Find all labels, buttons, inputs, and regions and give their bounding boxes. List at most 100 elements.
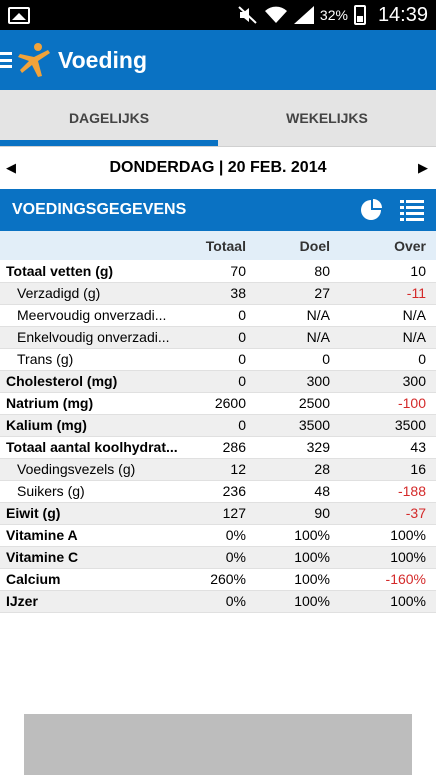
nutrient-over: 0 [340, 348, 436, 371]
current-date: DONDERDAG | 20 FEB. 2014 [109, 159, 327, 176]
signal-icon [293, 6, 314, 24]
nutrient-doel: 28 [256, 458, 340, 481]
wifi-icon [264, 6, 287, 23]
next-day-icon[interactable]: ▶ [417, 160, 428, 175]
pie-chart-icon[interactable] [360, 199, 382, 221]
nutrient-doel: 0 [256, 348, 340, 371]
table-row[interactable]: Eiwit (g) 127 90 -37 [0, 502, 436, 525]
status-bar: 32% 14:39 [0, 0, 436, 30]
column-header-total: Totaal [180, 231, 256, 260]
nutrient-doel: 100% [256, 546, 340, 569]
date-navigator: ◀ DONDERDAG | 20 FEB. 2014 ▶ [0, 147, 436, 189]
nutrient-name: Suikers (g) [0, 480, 180, 503]
nutrient-over: -188 [340, 480, 436, 503]
nutrient-name: Eiwit (g) [0, 502, 180, 525]
table-row[interactable]: Totaal aantal koolhydrat... 286 329 43 [0, 436, 436, 459]
nutrient-name: Voedingsvezels (g) [0, 458, 180, 481]
nutrient-doel: 27 [256, 282, 340, 305]
nutrient-doel: 2500 [256, 392, 340, 415]
nutrient-totaal: 0% [180, 546, 256, 569]
nutrient-over: -100 [340, 392, 436, 415]
table-row[interactable]: Voedingsvezels (g) 12 28 16 [0, 458, 436, 481]
nutrient-totaal: 38 [180, 282, 256, 305]
battery-icon [353, 5, 366, 25]
table-row[interactable]: Suikers (g) 236 48 -188 [0, 480, 436, 503]
previous-day-icon[interactable]: ◀ [6, 160, 16, 175]
nutrient-totaal: 0 [180, 326, 256, 349]
table-row[interactable]: Totaal vetten (g) 70 80 10 [0, 260, 436, 283]
app-header: Voeding [0, 30, 436, 90]
status-left [8, 6, 238, 24]
nutrient-name: Cholesterol (mg) [0, 370, 180, 393]
nutrient-name: Kalium (mg) [0, 414, 180, 437]
tab-daily[interactable]: DAGELIJKS [0, 90, 218, 146]
nutrient-doel: N/A [256, 326, 340, 349]
status-right: 32% 14:39 [238, 4, 428, 27]
nutrient-over: 100% [340, 546, 436, 569]
table-row[interactable]: Cholesterol (mg) 0 300 300 [0, 370, 436, 393]
clock: 14:39 [377, 3, 428, 26]
list-icon[interactable] [400, 199, 424, 221]
nutrient-doel: 100% [256, 590, 340, 613]
nutrient-over: -37 [340, 502, 436, 525]
nutrient-totaal: 286 [180, 436, 256, 459]
nutrient-totaal: 70 [180, 260, 256, 283]
section-title: VOEDINGSGEGEVENS [12, 201, 187, 218]
nutrition-table: Totaal Doel Over Totaal vetten (g) 70 80 10… [0, 231, 436, 613]
nutrient-name: Vitamine C [0, 546, 180, 569]
nutrient-over: 10 [340, 260, 436, 283]
nutrient-over: -11 [340, 282, 436, 305]
nutrient-totaal: 0% [180, 524, 256, 547]
nutrient-doel: 100% [256, 568, 340, 591]
nutrient-over: 43 [340, 436, 436, 459]
nutrient-name: Verzadigd (g) [0, 282, 180, 305]
app-title: Voeding [58, 46, 148, 73]
nutrient-name: Enkelvoudig onverzadi... [0, 326, 180, 349]
table-row[interactable]: Meervoudig onverzadi... 0 N/A N/A [0, 304, 436, 327]
nutrient-totaal: 0 [180, 304, 256, 327]
nutrient-doel: 80 [256, 260, 340, 283]
nutrient-over: 3500 [340, 414, 436, 437]
nutrient-name: Totaal aantal koolhydrat... [0, 436, 180, 459]
mute-icon [238, 6, 257, 24]
table-row[interactable]: Trans (g) 0 0 0 [0, 348, 436, 371]
nutrient-totaal: 127 [180, 502, 256, 525]
table-row[interactable]: Calcium 260% 100% -160% [0, 568, 436, 591]
nutrient-doel: 3500 [256, 414, 340, 437]
table-row[interactable]: IJzer 0% 100% 100% [0, 590, 436, 613]
nutrient-totaal: 236 [180, 480, 256, 503]
section-actions [360, 199, 424, 221]
nutrient-over: 100% [340, 590, 436, 613]
table-row[interactable]: Vitamine C 0% 100% 100% [0, 546, 436, 569]
menu-icon[interactable] [0, 50, 12, 70]
nutrient-name: Calcium [0, 568, 180, 591]
nutrient-name: Vitamine A [0, 524, 180, 547]
nutrient-name: Natrium (mg) [0, 392, 180, 415]
nutrient-over: 16 [340, 458, 436, 481]
nutrient-over: -160% [340, 568, 436, 591]
nutrient-doel: 100% [256, 524, 340, 547]
column-header-name [0, 231, 180, 260]
nutrient-over: 300 [340, 370, 436, 393]
ad-banner[interactable] [24, 714, 412, 775]
nutrient-name: IJzer [0, 590, 180, 613]
nutrition-section-header: VOEDINGSGEGEVENS [0, 189, 436, 231]
nutrient-totaal: 2600 [180, 392, 256, 415]
period-tabs: DAGELIJKS WEKELIJKS [0, 90, 436, 147]
column-header-goal: Doel [256, 231, 340, 260]
nutrient-over: 100% [340, 524, 436, 547]
nutrient-doel: 90 [256, 502, 340, 525]
nutrient-doel: 329 [256, 436, 340, 459]
table-row[interactable]: Vitamine A 0% 100% 100% [0, 524, 436, 547]
nutrient-name: Totaal vetten (g) [0, 260, 180, 283]
battery-percentage: 32% [319, 7, 348, 23]
tab-weekly[interactable]: WEKELIJKS [286, 110, 368, 126]
table-row[interactable]: Kalium (mg) 0 3500 3500 [0, 414, 436, 437]
table-header-row: Totaal Doel Over [0, 231, 436, 260]
nutrient-totaal: 260% [180, 568, 256, 591]
table-row[interactable]: Verzadigd (g) 38 27 -11 [0, 282, 436, 305]
table-row[interactable]: Enkelvoudig onverzadi... 0 N/A N/A [0, 326, 436, 349]
nutrient-name: Trans (g) [0, 348, 180, 371]
app-logo-icon [18, 43, 50, 77]
table-row[interactable]: Natrium (mg) 2600 2500 -100 [0, 392, 436, 415]
